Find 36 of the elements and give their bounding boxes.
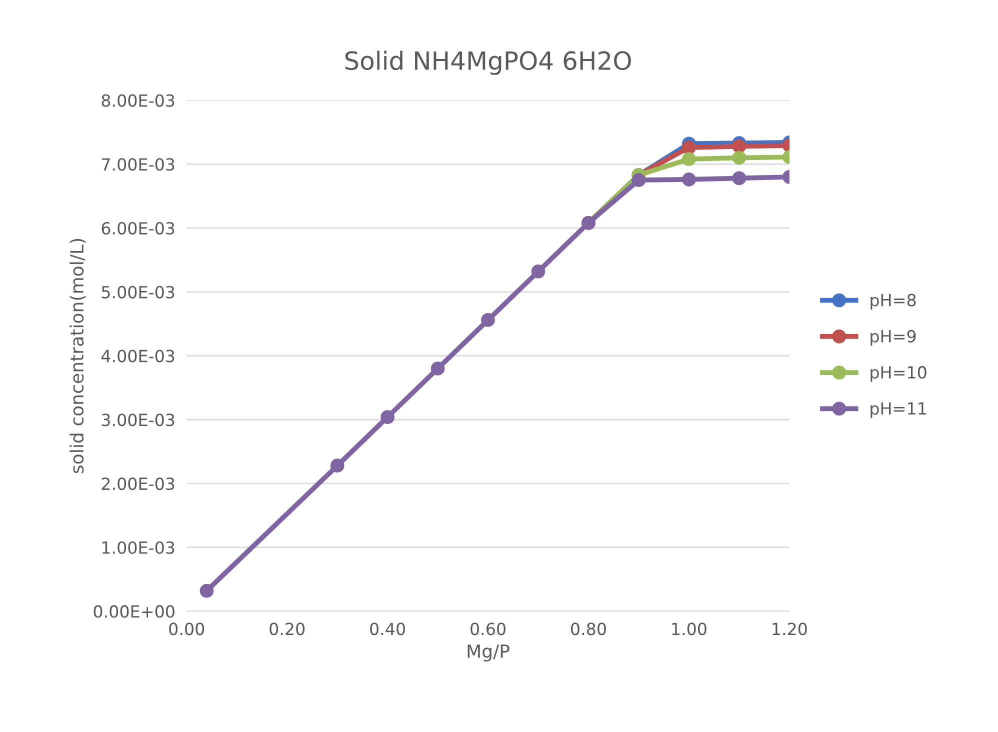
point <box>531 264 546 278</box>
y-tick-label: 1.00E-03 <box>102 541 174 554</box>
legend-label: pH=11 <box>870 402 926 418</box>
x-tick-label: 1.00 <box>672 622 706 636</box>
x-tick-label: 0.00 <box>169 622 204 636</box>
point <box>682 140 696 154</box>
y-tick-label: 5.00E-03 <box>102 286 174 298</box>
x-tick-label: 0.80 <box>571 622 606 636</box>
x-tick-label: 1.20 <box>772 622 807 636</box>
x-tick-label: 0.60 <box>470 622 506 636</box>
y-tick-label: 4.00E-03 <box>101 350 174 362</box>
legend-label: pH=8 <box>870 294 916 310</box>
point <box>732 171 746 186</box>
point <box>481 313 495 327</box>
y-tick-label: 2.00E-03 <box>102 477 174 490</box>
y-tick-label: 3.00E-03 <box>102 414 174 426</box>
y-tick-label: 7.00E-03 <box>102 158 174 171</box>
x-axis-title: Mg/P <box>468 644 510 662</box>
point <box>380 410 394 424</box>
point <box>682 152 696 166</box>
point <box>732 150 746 165</box>
point <box>200 584 214 598</box>
legend-label: pH=10 <box>870 366 926 382</box>
point <box>632 173 646 188</box>
point <box>732 139 746 154</box>
y-tick-label: 8.00E-03 <box>102 94 174 107</box>
x-tick-label: 0.20 <box>270 622 305 636</box>
x-tick-label: 0.40 <box>370 622 406 636</box>
point <box>682 172 696 186</box>
y-axis-title: solid concentration(mol/L) <box>70 238 86 474</box>
y-tick-label: 0.00E+00 <box>94 605 174 618</box>
chart-title: Solid NH4MgPO4 6H2O <box>345 50 631 75</box>
point <box>430 362 445 376</box>
legend-label: pH=9 <box>870 330 916 346</box>
y-tick-label: 6.00E-03 <box>102 222 174 235</box>
point <box>330 458 344 473</box>
